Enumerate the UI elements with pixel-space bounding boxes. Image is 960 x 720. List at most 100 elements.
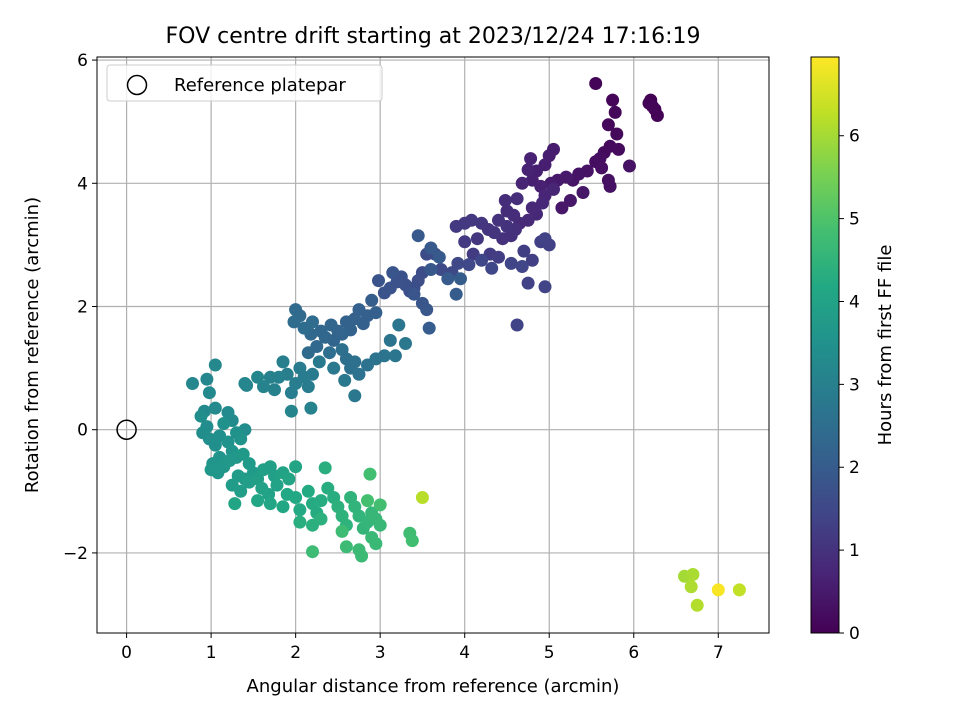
x-axis-ticks: 0 1 2 3 4 5 6 7 [121,633,724,663]
data-point [610,127,624,141]
data-point [284,386,298,400]
data-point [314,494,328,508]
data-point [449,219,463,233]
data-point [555,201,569,215]
data-point [284,404,298,418]
data-point [612,142,625,156]
reference-platepar-marker [116,419,137,440]
data-point [257,380,270,394]
data-point [263,497,277,511]
data-point [538,232,552,246]
data-point [361,494,374,508]
data-point [355,549,369,563]
data-point [536,196,549,210]
grid [97,57,769,633]
chart-title: FOV centre drift starting at 2023/12/24 … [166,24,701,49]
data-point [517,244,531,258]
x-tick-label: 0 [121,643,132,663]
legend-open-circle-icon [126,74,148,96]
data-point [515,260,529,273]
data-point [547,182,560,196]
data-point [348,355,362,369]
colorbar-tick-label: 4 [849,292,860,312]
y-tick-label: 6 [77,51,88,71]
data-point [289,460,303,474]
data-point [475,253,489,267]
data-point [415,491,429,504]
data-point [500,204,514,218]
data-point [424,241,438,255]
data-point [388,349,402,363]
data-point [521,163,535,177]
data-point [498,194,512,207]
data-point [268,383,281,397]
data-point [458,235,472,249]
data-point [263,370,277,384]
data-point [524,152,538,166]
data-point [287,315,301,329]
data-point [449,287,463,301]
data-point [282,472,296,486]
data-point [231,469,245,483]
data-point [318,461,332,475]
data-point [525,253,539,267]
data-point [236,447,250,461]
data-point [454,272,467,286]
data-point [251,370,265,384]
x-tick-label: 6 [628,643,639,663]
data-point [369,537,383,551]
data-point [202,386,216,400]
reference-marker [116,419,137,440]
data-point [324,318,338,332]
data-point [312,355,326,369]
data-point [194,409,208,423]
y-tick-label: 4 [77,174,88,194]
data-point [377,349,391,363]
data-point [521,276,535,290]
colorbar-ticks: 0 1 2 3 4 5 6 [839,127,860,644]
data-point [186,377,199,390]
x-tick-label: 5 [544,643,555,663]
data-point [492,213,505,227]
data-point [228,497,242,511]
data-point [339,315,353,329]
data-point [276,355,290,369]
colorbar-tick-label: 1 [849,541,860,561]
data-point [515,176,529,190]
data-point [690,598,704,612]
data-point [306,545,319,559]
data-point [348,389,362,403]
colorbar [810,56,840,634]
data-point [200,372,214,386]
data-point [301,484,315,498]
data-point [589,77,603,90]
data-point [234,432,248,446]
axes-frame [96,56,770,634]
data-point [314,324,328,338]
data-point [559,170,573,184]
colorbar-tick-label: 6 [849,127,860,147]
legend-box [106,64,383,102]
data-point [407,287,421,301]
x-tick-label: 2 [290,643,301,663]
data-point [352,367,366,381]
data-point [399,337,412,350]
data-point [373,518,387,532]
data-point [510,318,524,332]
y-axis-ticks: −2 0 2 4 6 [63,51,97,564]
data-point [338,373,352,387]
data-point [335,524,349,538]
legend-label: Reference platepar [174,75,346,96]
data-point [525,201,539,215]
data-point [432,250,446,264]
data-point [563,194,577,207]
data-point [434,263,448,276]
y-axis-label: Rotation from reference (arcmin) [22,197,43,493]
data-point [405,534,419,548]
data-point [323,346,336,360]
data-point [623,159,636,173]
data-point [304,401,318,415]
data-point [251,494,265,508]
colorbar-label: Hours from first FF file [875,245,896,446]
